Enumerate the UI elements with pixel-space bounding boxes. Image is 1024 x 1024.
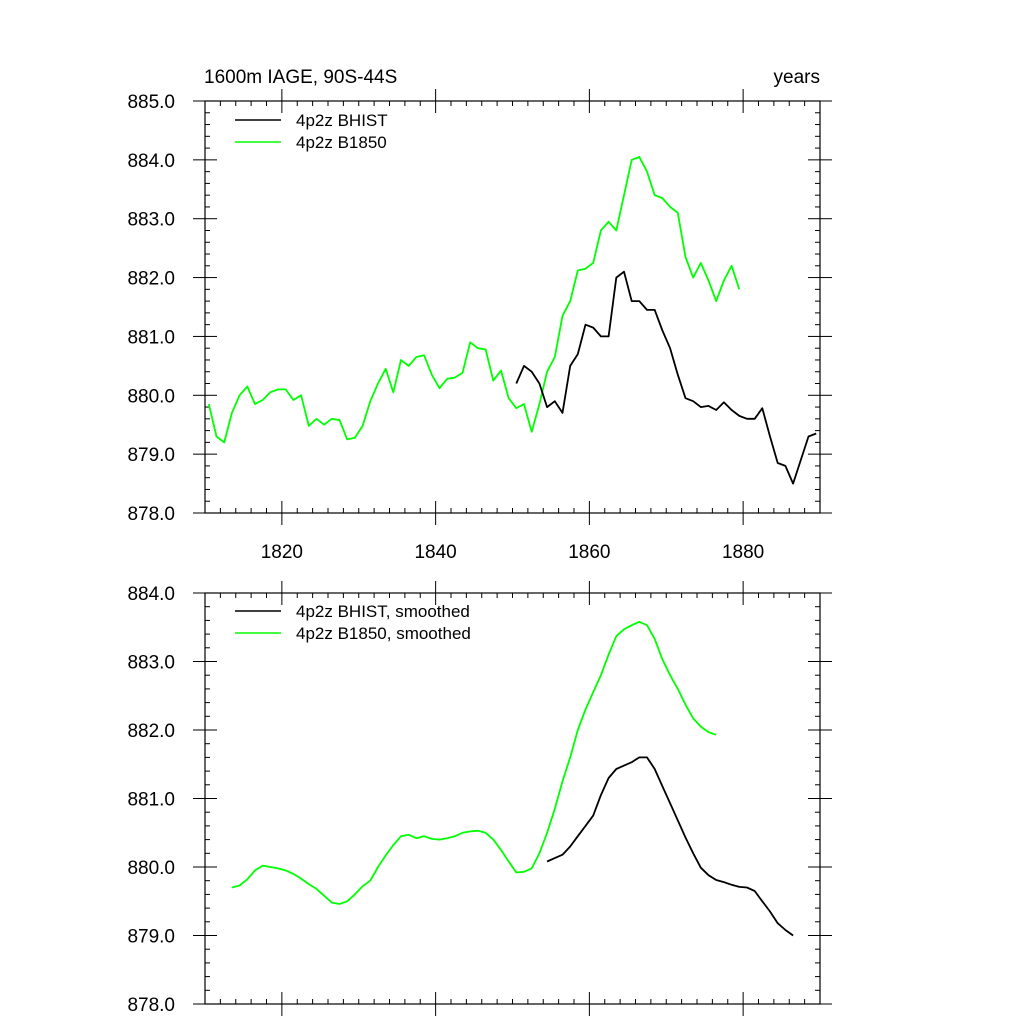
bottom-axes: 878.0 879.0 880.0 881.0 882.0 883.0 884.0 <box>127 581 832 1016</box>
y-tick-label: 883.0 <box>127 653 175 674</box>
legend-label-bhist: 4p2z BHIST <box>296 111 388 130</box>
y-tick-label: 881.0 <box>127 327 175 348</box>
top-axes: 1820 1840 1860 1880 878.0 879.0 880.0 881.0 882.… <box>127 89 832 563</box>
legend-label-b1850: 4p2z B1850 <box>296 133 387 152</box>
bottom-legend: 4p2z BHIST, smoothed 4p2z B1850, smoothe… <box>235 602 471 643</box>
top-legend: 4p2z BHIST 4p2z B1850 <box>235 111 388 152</box>
panel-title-right: years <box>774 67 820 88</box>
x-tick-label: 1860 <box>568 542 610 563</box>
y-tick-label: 882.0 <box>127 269 175 290</box>
top-series <box>207 155 817 485</box>
bottom-series <box>231 620 794 937</box>
y-tick-label: 879.0 <box>127 445 175 466</box>
y-tick-label: 880.0 <box>127 858 175 879</box>
series-line-1 <box>231 620 717 905</box>
series-line-0 <box>515 270 817 485</box>
y-tick-label: 881.0 <box>127 790 175 811</box>
y-tick-label: 879.0 <box>127 927 175 948</box>
series-line-0 <box>546 756 794 937</box>
x-tick-label: 1840 <box>414 542 456 563</box>
y-tick-label: 878.0 <box>127 504 175 525</box>
y-tick-label: 880.0 <box>127 386 175 407</box>
y-tick-label: 883.0 <box>127 210 175 231</box>
x-tick-label: 1880 <box>722 542 764 563</box>
bottom-panel: 878.0 879.0 880.0 881.0 882.0 883.0 884.0 4p2z… <box>127 581 832 1016</box>
y-tick-label: 884.0 <box>127 584 175 605</box>
y-tick-label: 878.0 <box>127 995 175 1016</box>
legend-label-b1850-smoothed: 4p2z B1850, smoothed <box>296 624 471 643</box>
panel-title-left: 1600m IAGE, 90S-44S <box>204 67 397 88</box>
series-line-1 <box>207 155 741 444</box>
y-tick-label: 882.0 <box>127 721 175 742</box>
x-tick-label: 1820 <box>261 542 303 563</box>
y-tick-label: 885.0 <box>127 92 175 113</box>
legend-label-bhist-smoothed: 4p2z BHIST, smoothed <box>296 602 470 621</box>
top-panel: 1600m IAGE, 90S-44S years 1820 1840 1860 18… <box>127 67 832 563</box>
y-tick-label: 884.0 <box>127 151 175 172</box>
